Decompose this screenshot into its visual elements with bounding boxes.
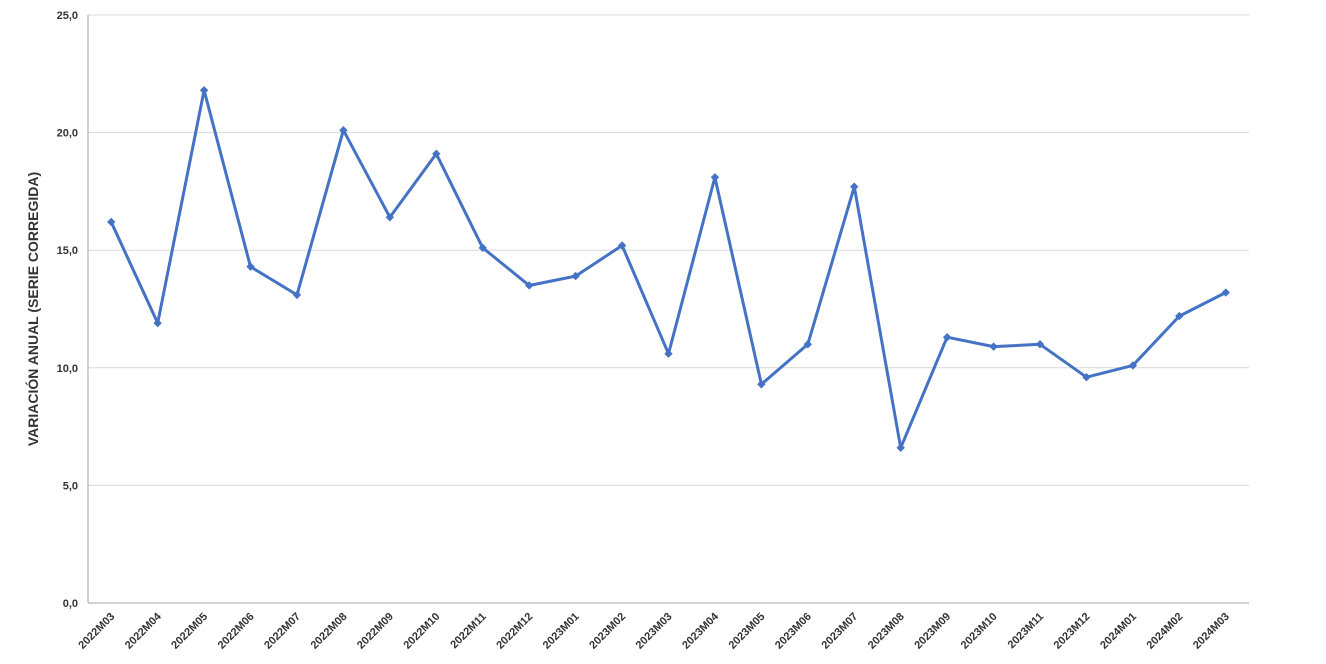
x-tick-label: 2023M02 (587, 611, 628, 652)
x-tick-label: 2022M12 (494, 611, 535, 652)
x-tick-label: 2023M11 (1006, 611, 1046, 651)
y-tick-label: 0,0 (63, 598, 78, 610)
data-point (850, 182, 859, 191)
data-point (1035, 340, 1045, 349)
y-axis-title: VARIACIÓN ANUAL (SERIE CORREGIDA) (24, 172, 41, 446)
y-tick-label: 20,0 (57, 128, 78, 140)
x-tick-label: 2023M12 (1052, 611, 1093, 652)
data-point (478, 243, 487, 253)
data-point (246, 262, 255, 271)
data-point (107, 217, 116, 227)
x-tick-label: 2023M10 (959, 611, 1000, 652)
data-point (942, 333, 952, 342)
series-line (109, 88, 1227, 450)
data-point (1175, 311, 1184, 321)
data-point (385, 213, 395, 222)
y-tick-label: 5,0 (63, 480, 78, 492)
x-tick-label: 2022M03 (76, 611, 117, 652)
data-point (153, 318, 162, 328)
x-tick-label: 2022M04 (123, 610, 165, 652)
y-tick-label: 10,0 (57, 363, 78, 375)
x-tick-label: 2022M07 (262, 611, 303, 652)
data-point (339, 126, 348, 135)
x-tick-label: 2024M03 (1191, 611, 1232, 652)
data-point (757, 380, 766, 389)
data-point (1128, 361, 1138, 370)
axes (87, 15, 1249, 604)
data-point (989, 342, 998, 351)
data-point (664, 349, 673, 358)
data-point (571, 271, 580, 281)
data-point (432, 149, 441, 158)
x-tick-label: 2022M11 (448, 611, 488, 651)
data-point (710, 173, 720, 182)
x-tick-label: 2023M03 (634, 611, 675, 652)
x-tick-label: 2022M05 (169, 611, 210, 652)
data-point (524, 281, 534, 290)
y-tick-labels: 0,0 5,0 10,0 15,0 20,0 25,0 (57, 10, 78, 610)
x-tick-label: 2023M09 (912, 611, 953, 652)
data-point (617, 241, 627, 250)
x-tick-label: 2023M08 (866, 611, 907, 652)
x-tick-label: 2023M04 (680, 610, 722, 652)
y-tick-label: 25,0 (57, 10, 78, 22)
x-tick-labels: 2022M03 2022M04 2022M05 2022M06 2022M07 2022M… (76, 610, 1231, 652)
x-tick-label: 2023M07 (819, 611, 860, 652)
x-tick-label: 2024M02 (1145, 611, 1186, 652)
y-tick-label: 15,0 (57, 245, 78, 257)
x-tick-label: 2022M09 (355, 611, 396, 652)
x-tick-label: 2022M10 (401, 611, 442, 652)
series-layer (107, 86, 1230, 452)
data-point (292, 290, 302, 300)
x-tick-label: 2024M01 (1098, 611, 1139, 652)
data-point (896, 443, 905, 452)
x-tick-label: 2023M01 (541, 611, 582, 652)
gridlines (88, 14, 1249, 486)
data-point (199, 86, 209, 95)
data-point (803, 340, 813, 349)
data-point (1221, 288, 1230, 297)
x-tick-label: 2023M06 (773, 611, 814, 652)
x-tick-label: 2023M05 (727, 611, 768, 652)
x-tick-label: 2022M06 (216, 611, 257, 652)
x-tick-label: 2022M08 (309, 611, 350, 652)
data-point (1082, 373, 1091, 382)
